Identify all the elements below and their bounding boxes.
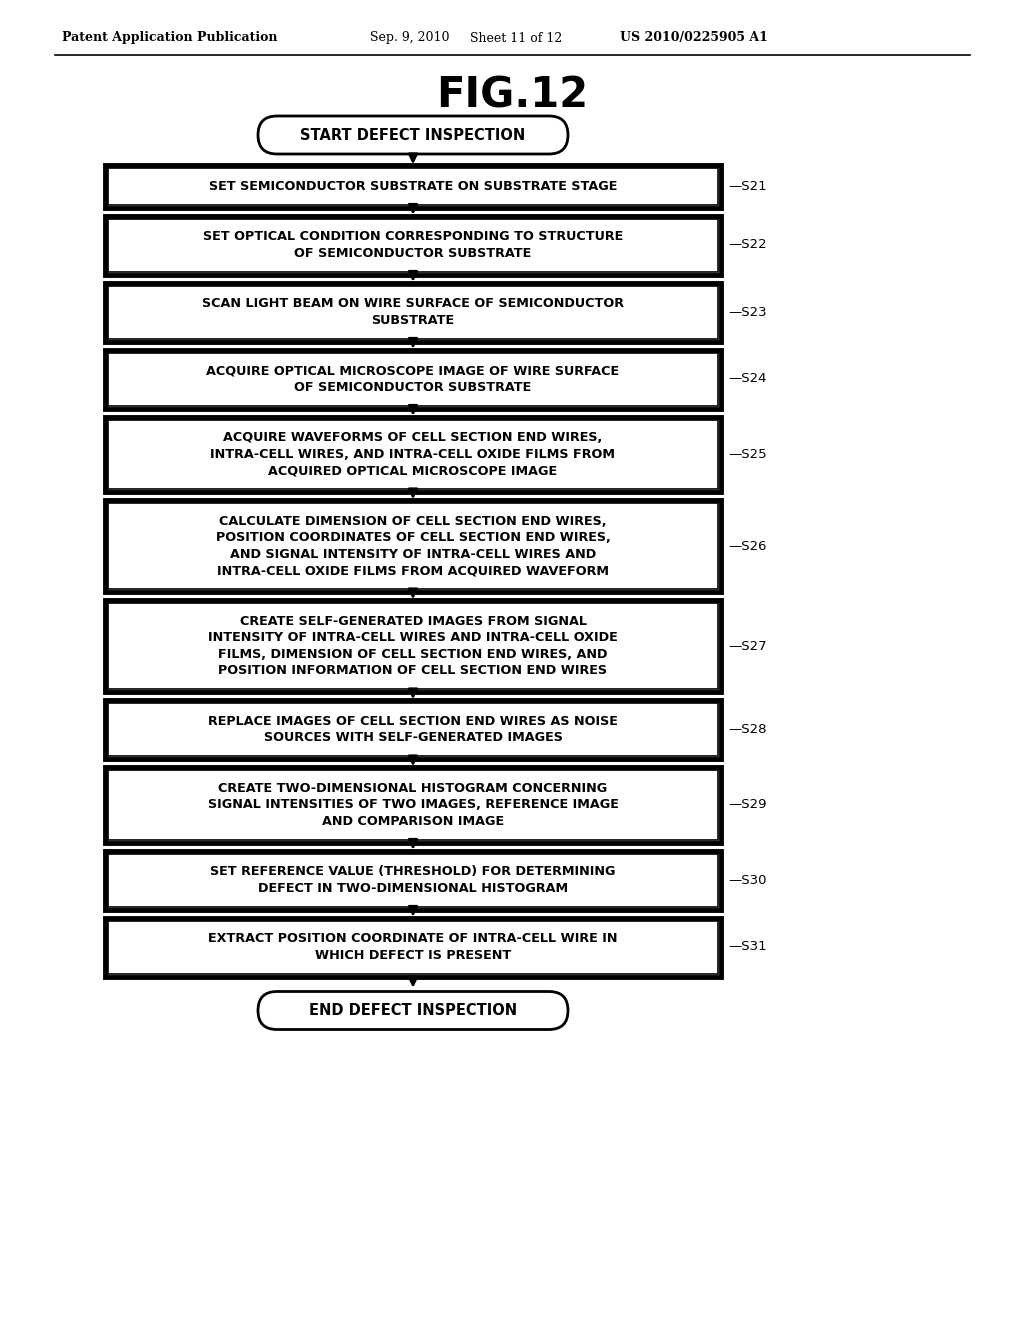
Text: —S26: —S26 (728, 540, 767, 553)
Text: —S28: —S28 (728, 723, 767, 737)
Text: Sheet 11 of 12: Sheet 11 of 12 (470, 32, 562, 45)
Text: Sep. 9, 2010: Sep. 9, 2010 (370, 32, 450, 45)
Text: SCAN LIGHT BEAM ON WIRE SURFACE OF SEMICONDUCTOR
SUBSTRATE: SCAN LIGHT BEAM ON WIRE SURFACE OF SEMIC… (202, 297, 624, 327)
FancyBboxPatch shape (108, 352, 718, 405)
Text: END DEFECT INSPECTION: END DEFECT INSPECTION (309, 1003, 517, 1018)
FancyBboxPatch shape (108, 704, 718, 756)
Text: —S30: —S30 (728, 874, 767, 887)
Text: ACQUIRE OPTICAL MICROSCOPE IMAGE OF WIRE SURFACE
OF SEMICONDUCTOR SUBSTRATE: ACQUIRE OPTICAL MICROSCOPE IMAGE OF WIRE… (207, 364, 620, 393)
Text: EXTRACT POSITION COORDINATE OF INTRA-CELL WIRE IN
WHICH DEFECT IS PRESENT: EXTRACT POSITION COORDINATE OF INTRA-CEL… (208, 932, 617, 962)
FancyBboxPatch shape (258, 991, 568, 1030)
Text: —S24: —S24 (728, 372, 767, 385)
FancyBboxPatch shape (105, 767, 721, 842)
FancyBboxPatch shape (108, 503, 718, 589)
FancyBboxPatch shape (108, 420, 718, 488)
FancyBboxPatch shape (108, 219, 718, 272)
FancyBboxPatch shape (108, 603, 718, 689)
Text: —S29: —S29 (728, 799, 767, 812)
Text: SET SEMICONDUCTOR SUBSTRATE ON SUBSTRATE STAGE: SET SEMICONDUCTOR SUBSTRATE ON SUBSTRATE… (209, 180, 617, 193)
FancyBboxPatch shape (108, 168, 718, 205)
Text: CALCULATE DIMENSION OF CELL SECTION END WIRES,
POSITION COORDINATES OF CELL SECT: CALCULATE DIMENSION OF CELL SECTION END … (216, 515, 610, 577)
FancyBboxPatch shape (105, 282, 721, 342)
Text: Patent Application Publication: Patent Application Publication (62, 32, 278, 45)
FancyBboxPatch shape (105, 350, 721, 408)
FancyBboxPatch shape (105, 917, 721, 977)
Text: CREATE SELF-GENERATED IMAGES FROM SIGNAL
INTENSITY OF INTRA-CELL WIRES AND INTRA: CREATE SELF-GENERATED IMAGES FROM SIGNAL… (208, 615, 617, 677)
Text: ACQUIRE WAVEFORMS OF CELL SECTION END WIRES,
INTRA-CELL WIRES, AND INTRA-CELL OX: ACQUIRE WAVEFORMS OF CELL SECTION END WI… (211, 432, 615, 478)
Text: —S23: —S23 (728, 305, 767, 318)
Text: SET OPTICAL CONDITION CORRESPONDING TO STRUCTURE
OF SEMICONDUCTOR SUBSTRATE: SET OPTICAL CONDITION CORRESPONDING TO S… (203, 230, 624, 260)
Text: US 2010/0225905 A1: US 2010/0225905 A1 (620, 32, 768, 45)
FancyBboxPatch shape (105, 601, 721, 692)
Text: REPLACE IMAGES OF CELL SECTION END WIRES AS NOISE
SOURCES WITH SELF-GENERATED IM: REPLACE IMAGES OF CELL SECTION END WIRES… (208, 714, 617, 744)
Text: CREATE TWO-DIMENSIONAL HISTOGRAM CONCERNING
SIGNAL INTENSITIES OF TWO IMAGES, RE: CREATE TWO-DIMENSIONAL HISTOGRAM CONCERN… (208, 781, 618, 828)
FancyBboxPatch shape (105, 165, 721, 207)
Text: —S21: —S21 (728, 180, 767, 193)
Text: FIG.12: FIG.12 (436, 74, 588, 116)
FancyBboxPatch shape (105, 417, 721, 492)
FancyBboxPatch shape (108, 770, 718, 840)
FancyBboxPatch shape (108, 285, 718, 338)
Text: START DEFECT INSPECTION: START DEFECT INSPECTION (300, 128, 525, 143)
FancyBboxPatch shape (258, 116, 568, 154)
FancyBboxPatch shape (105, 215, 721, 275)
Text: —S25: —S25 (728, 447, 767, 461)
FancyBboxPatch shape (105, 500, 721, 591)
Text: —S27: —S27 (728, 639, 767, 652)
Text: SET REFERENCE VALUE (THRESHOLD) FOR DETERMINING
DEFECT IN TWO-DIMENSIONAL HISTOG: SET REFERENCE VALUE (THRESHOLD) FOR DETE… (210, 865, 615, 895)
FancyBboxPatch shape (105, 700, 721, 759)
FancyBboxPatch shape (108, 920, 718, 974)
Text: —S22: —S22 (728, 239, 767, 252)
FancyBboxPatch shape (108, 854, 718, 907)
FancyBboxPatch shape (105, 850, 721, 909)
Text: —S31: —S31 (728, 940, 767, 953)
